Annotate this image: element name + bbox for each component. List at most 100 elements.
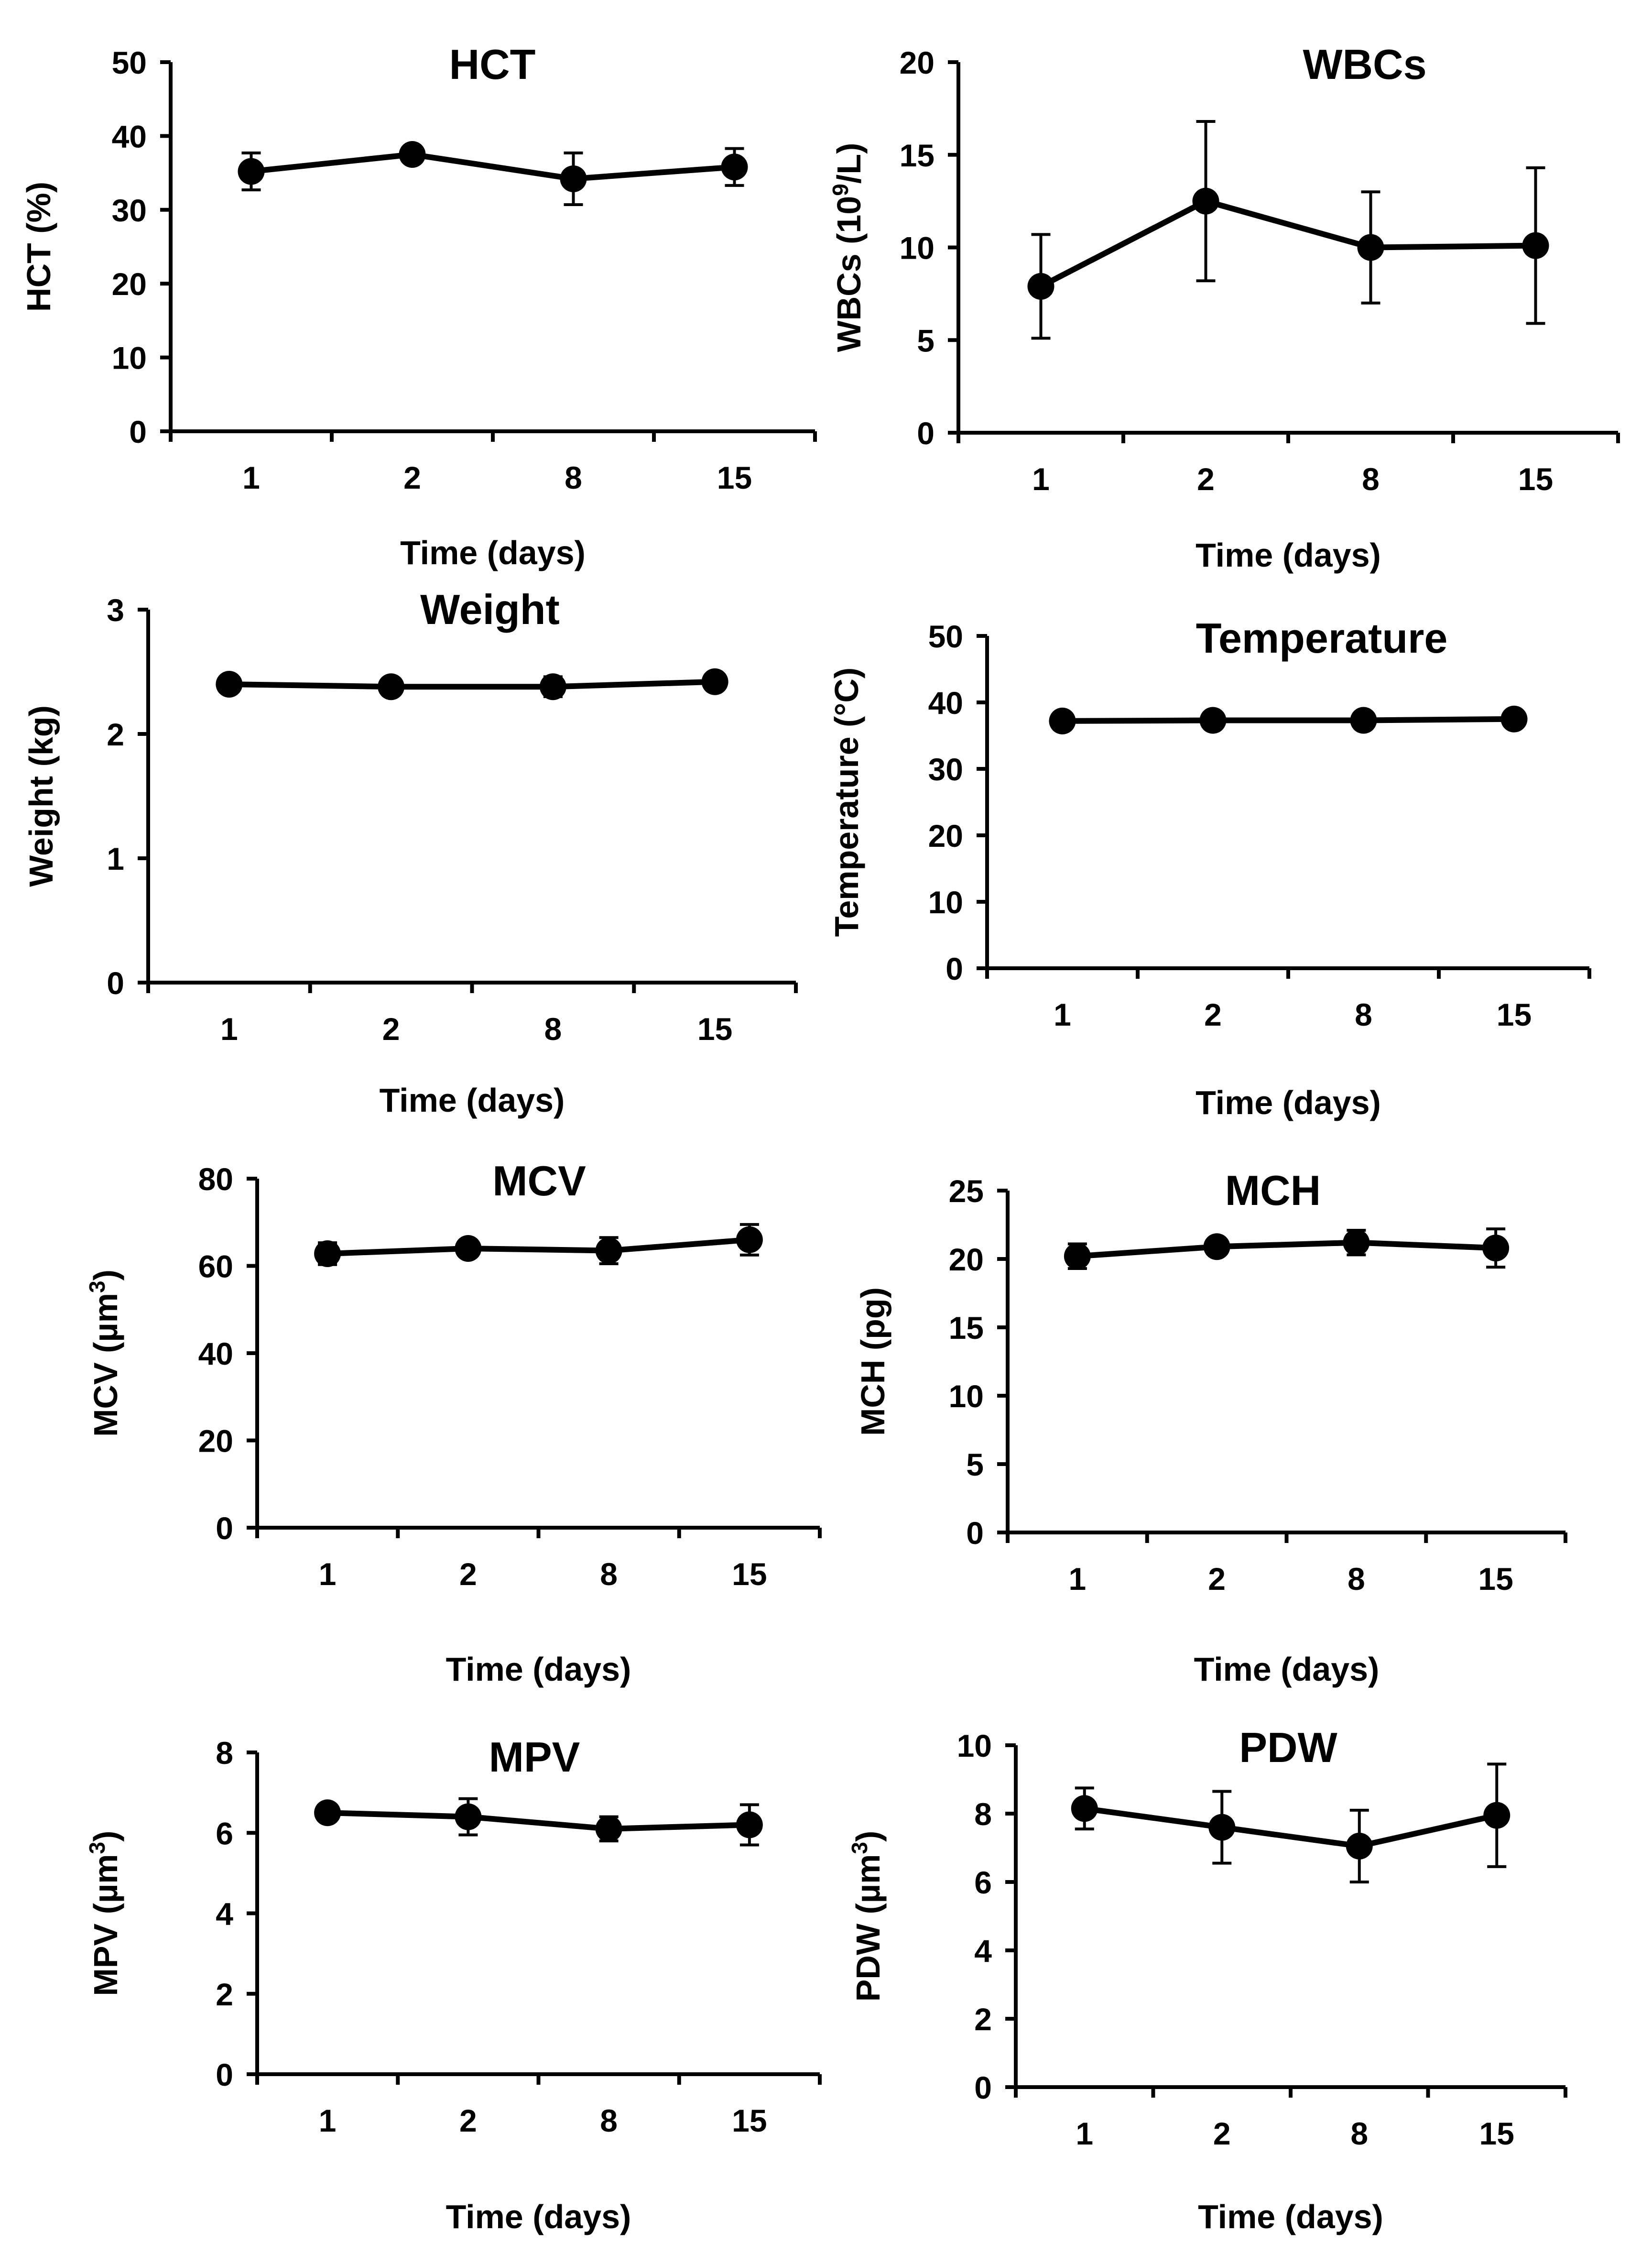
data-point	[1522, 232, 1549, 259]
y-axis-label-suffix: /L)	[830, 143, 868, 184]
y-axis-label: Weight (kg)	[22, 705, 60, 887]
chart-title: MCH	[1225, 1167, 1321, 1214]
y-tick-label: 0	[974, 2070, 992, 2105]
y-tick-label: 40	[928, 685, 963, 721]
data-point	[455, 1235, 482, 1262]
y-axis-label-main: HCT (%)	[20, 182, 57, 312]
y-axis-label-main: MPV (µm	[87, 1854, 124, 1996]
y-tick-label: 10	[928, 885, 963, 920]
y-axis-label-superscript: 3	[85, 1842, 109, 1854]
x-tick-label: 15	[732, 2103, 767, 2138]
x-tick-label: 15	[732, 1556, 767, 1592]
data-point	[560, 165, 587, 192]
x-tick-label: 8	[1355, 997, 1372, 1032]
y-tick-label: 50	[112, 45, 147, 80]
x-tick-label: 15	[1518, 461, 1553, 497]
data-point	[1071, 1795, 1098, 1822]
chart-panel-weight: 0 1 2 3 1 2 8 15 Weight Time (days) Weight (kg)	[22, 586, 798, 1119]
y-tick-label: 20	[928, 818, 963, 853]
data-point	[701, 668, 728, 695]
data-point	[1350, 707, 1377, 734]
y-axis-label: PDW (µm3)	[847, 1831, 887, 2002]
y-tick-label: 0	[917, 416, 935, 451]
y-tick-label: 2	[216, 1977, 233, 2012]
data-point	[1203, 1233, 1230, 1260]
y-tick-label: 20	[900, 45, 935, 80]
x-tick-label: 1	[319, 1556, 337, 1592]
x-tick-label: 15	[717, 460, 752, 495]
y-axis-label-superscript: 9	[828, 184, 853, 196]
data-point	[399, 141, 426, 168]
series-line	[327, 1810, 750, 1832]
x-tick-label: 8	[565, 460, 582, 495]
x-tick-label: 8	[544, 1011, 562, 1047]
y-tick-label: 5	[966, 1447, 984, 1482]
y-tick-label: 40	[112, 119, 147, 154]
data-point	[238, 158, 265, 185]
y-axis-label-suffix: )	[87, 1269, 124, 1280]
x-tick-label: 1	[1032, 461, 1050, 497]
y-axis-label: WBCs (109/L)	[828, 143, 868, 352]
x-tick-label: 1	[220, 1011, 238, 1047]
series-line	[1084, 1805, 1498, 1849]
data-point	[1482, 1235, 1510, 1262]
x-axis-label: Time (days)	[1196, 1084, 1381, 1121]
data-point	[539, 673, 566, 700]
y-tick-label: 0	[946, 951, 963, 986]
data-point	[314, 1799, 341, 1827]
y-tick-label: 8	[216, 1735, 233, 1771]
y-tick-label: 6	[216, 1816, 233, 1851]
chart-panel-wbcs: 0 5 10 15 20 1 2 8 15 WBCs Time (days) WBCs (109/L)	[828, 41, 1620, 574]
x-axis-label: Time (days)	[400, 534, 586, 571]
y-tick-label: 10	[112, 340, 147, 376]
y-tick-label: 8	[974, 1796, 992, 1832]
series-line	[1077, 1239, 1496, 1259]
data-point	[595, 1815, 622, 1842]
data-point	[1357, 234, 1384, 261]
x-tick-label: 2	[1213, 2116, 1231, 2151]
y-tick-label: 0	[216, 2057, 233, 2092]
y-tick-label: 25	[949, 1173, 984, 1209]
y-axis-label-main: WBCs (10	[830, 196, 868, 352]
data-point	[1346, 1832, 1373, 1860]
y-axis-label: MPV (µm3)	[85, 1831, 124, 1996]
x-tick-label: 15	[1479, 2116, 1514, 2151]
y-tick-label: 2	[974, 2002, 992, 2037]
y-axis-label: Temperature (°C)	[828, 667, 865, 937]
chart-panel-mcv: 0 20 40 60 80 1 2 8 15 MCV Time (days) MCV (µm3)	[85, 1157, 822, 1688]
x-tick-label: 8	[1348, 1561, 1365, 1597]
y-axis-label-main: MCV (µm	[87, 1293, 124, 1437]
series-line	[1039, 198, 1536, 289]
x-tick-label: 1	[1076, 2116, 1093, 2151]
y-tick-label: 0	[107, 965, 124, 1001]
y-axis-label-main: MCH (pg)	[854, 1287, 891, 1436]
chart-title: MPV	[489, 1733, 580, 1781]
y-tick-label: 10	[949, 1379, 984, 1414]
data-point	[1064, 1243, 1091, 1270]
x-tick-label: 2	[403, 460, 421, 495]
y-tick-label: 5	[917, 323, 935, 358]
x-tick-label: 2	[1208, 1561, 1226, 1597]
data-point	[1199, 707, 1227, 734]
x-axis-label: Time (days)	[1194, 1651, 1380, 1688]
x-tick-label: 1	[1054, 997, 1071, 1032]
data-point	[378, 673, 405, 700]
data-point	[1192, 187, 1219, 215]
y-tick-label: 0	[129, 414, 147, 449]
data-point	[1500, 705, 1528, 733]
data-point	[1049, 707, 1076, 734]
y-tick-label: 80	[198, 1161, 233, 1197]
data-point	[736, 1811, 763, 1838]
x-axis-label: Time (days)	[1196, 536, 1381, 574]
y-axis-label-main: Temperature (°C)	[828, 667, 865, 937]
y-tick-label: 30	[112, 193, 147, 228]
y-axis-label-suffix: )	[849, 1831, 887, 1842]
y-axis-label: HCT (%)	[20, 182, 57, 312]
y-tick-label: 20	[112, 266, 147, 302]
data-point	[1027, 273, 1054, 300]
y-tick-label: 60	[198, 1249, 233, 1284]
y-axis-label-superscript: 3	[847, 1842, 872, 1854]
chart-title: PDW	[1239, 1724, 1337, 1771]
